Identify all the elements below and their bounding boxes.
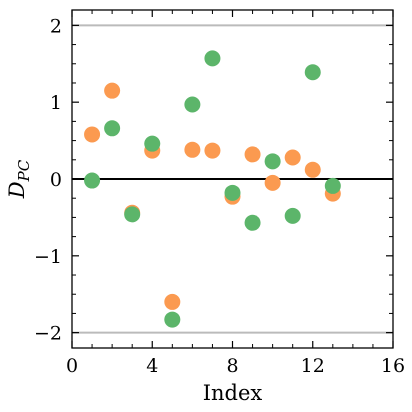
- series-1-point-7: [204, 142, 221, 159]
- y-axis-label-main: D: [5, 181, 29, 199]
- axis-ticks: [71, 10, 394, 348]
- series-2-point-6: [184, 96, 201, 113]
- series-2-point-13: [324, 177, 341, 194]
- series-1-point-12: [304, 161, 321, 178]
- series-2-point-11: [284, 207, 301, 224]
- series-2-point-7: [204, 50, 221, 67]
- series-2-point-5: [164, 311, 181, 328]
- series-1-point-9: [244, 146, 261, 163]
- series-1-point-2: [104, 82, 121, 99]
- series-2-point-12: [304, 64, 321, 81]
- y-tick-label: 1: [50, 92, 62, 114]
- series-1-point-1: [84, 126, 101, 143]
- series-2-point-9: [244, 214, 261, 231]
- y-axis-label-subscript: PC: [15, 159, 33, 182]
- series-2-point-8: [224, 184, 241, 201]
- reference-lines: [72, 24, 393, 334]
- data-points: [84, 50, 341, 328]
- series-2-point-3: [124, 206, 141, 223]
- y-tick-label: −1: [34, 246, 62, 268]
- y-axis-label: DPC: [5, 159, 33, 199]
- x-tick-label: 4: [146, 355, 158, 377]
- series-2-point-10: [264, 153, 281, 170]
- series-2-point-2: [104, 120, 121, 137]
- y-tick-label: 0: [50, 169, 62, 191]
- x-tick-label: 0: [66, 355, 78, 377]
- y-tick-label: 2: [50, 15, 62, 37]
- series-1-point-11: [284, 149, 301, 166]
- x-axis-label: Index: [203, 381, 263, 405]
- x-tick-label: 8: [226, 355, 238, 377]
- y-tick-label: −2: [34, 323, 62, 345]
- series-1-point-10: [264, 174, 281, 191]
- series-1-point-5: [164, 293, 181, 310]
- x-tick-label: 16: [381, 355, 405, 377]
- series-1-point-6: [184, 141, 201, 158]
- series-2-point-4: [144, 135, 161, 152]
- series-2-point-1: [84, 172, 101, 189]
- x-tick-label: 12: [301, 355, 325, 377]
